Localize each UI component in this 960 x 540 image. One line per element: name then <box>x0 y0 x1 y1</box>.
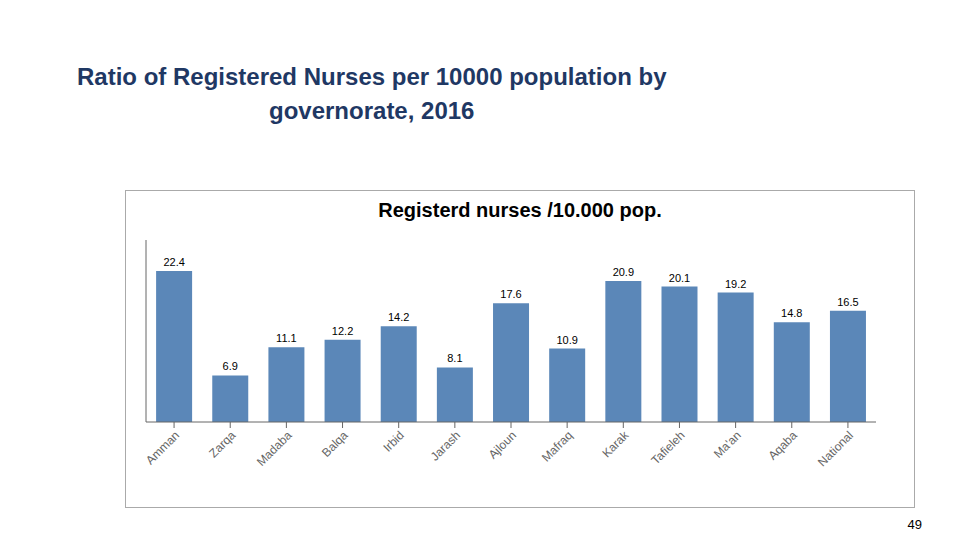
html-text:Ratio of Registered Nurses per: Ratio of Registered Nurses per 10000 pop… <box>77 63 667 90</box>
svg-text:Karak: Karak <box>599 428 632 461</box>
svg-text:Aqaba: Aqaba <box>765 428 800 463</box>
svg-text:Ma'an: Ma'an <box>711 428 744 461</box>
html-text:Registerd nurses /10.000 pop.: Registerd nurses /10.000 pop. <box>378 199 662 221</box>
svg-text:Jarash: Jarash <box>428 428 463 463</box>
svg-text:22.4: 22.4 <box>163 256 184 268</box>
svg-text:14.2: 14.2 <box>388 311 409 323</box>
svg-text:Irbid: Irbid <box>380 428 406 454</box>
svg-text:12.2: 12.2 <box>332 325 353 337</box>
svg-text:Mafraq: Mafraq <box>539 428 575 464</box>
svg-text:17.6: 17.6 <box>500 288 521 300</box>
svg-text:6.9: 6.9 <box>223 360 238 372</box>
svg-text:16.5: 16.5 <box>837 296 858 308</box>
svg-text:Amman: Amman <box>143 428 182 467</box>
svg-text:National: National <box>815 428 856 469</box>
html-text:governorate, 2016: governorate, 2016 <box>269 96 475 124</box>
svg-text:Balqa: Balqa <box>319 428 351 460</box>
svg-text:20.9: 20.9 <box>613 266 634 278</box>
svg-text:Ajloun: Ajloun <box>486 428 519 461</box>
html-text:49: 49 <box>907 517 922 532</box>
svg-text:8.1: 8.1 <box>447 352 462 364</box>
svg-text:10.9: 10.9 <box>556 334 577 346</box>
svg-text:Zarqa: Zarqa <box>206 428 238 460</box>
svg-text:Madaba: Madaba <box>254 428 295 469</box>
svg-text:14.8: 14.8 <box>781 307 802 319</box>
svg-text:19.2: 19.2 <box>725 278 746 290</box>
svg-text:20.1: 20.1 <box>669 272 690 284</box>
svg-text:Tafieleh: Tafieleh <box>648 428 687 467</box>
svg-text:11.1: 11.1 <box>276 332 297 344</box>
